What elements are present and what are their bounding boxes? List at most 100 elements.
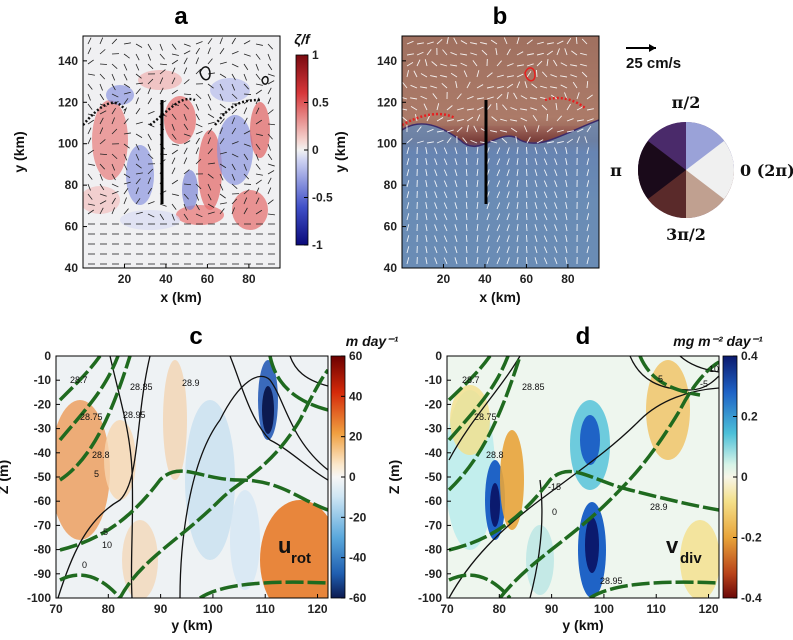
velocity-arrow — [171, 133, 177, 140]
contour-label: -15 — [548, 482, 561, 492]
phase-arrow — [525, 212, 528, 221]
phase-arrow — [420, 86, 428, 89]
velocity-arrow — [159, 87, 164, 95]
phase-arrow — [425, 235, 428, 243]
velocity-arrow — [207, 137, 211, 145]
velocity-arrow — [99, 49, 106, 55]
phase-arrow — [586, 224, 590, 232]
phase-arrow — [525, 157, 528, 166]
phase-arrow — [496, 202, 501, 210]
phase-arrow — [565, 158, 568, 166]
velocity-arrow — [135, 63, 140, 71]
velocity-arrow — [171, 193, 179, 196]
velocity-arrow — [255, 83, 263, 86]
phase-arrow — [436, 38, 443, 45]
colorbar-tick-label: -60 — [349, 591, 367, 605]
panel-c-colorbar-title: m day⁻¹ — [346, 333, 399, 349]
phase-arrow — [454, 246, 458, 254]
phase-arrow — [454, 224, 458, 232]
velocity-arrow — [135, 108, 141, 115]
velocity-arrow — [183, 67, 188, 75]
velocity-arrow — [99, 110, 107, 115]
velocity-arrow — [123, 173, 131, 178]
velocity-arrow — [219, 61, 227, 65]
phase-arrow — [543, 257, 548, 265]
velocity-arrow — [231, 183, 238, 189]
vorticity-blob — [198, 130, 222, 210]
velocity-arrow — [99, 83, 103, 91]
velocity-arrow — [207, 148, 213, 155]
velocity-arrow — [123, 197, 127, 205]
phase-arrow — [440, 63, 448, 67]
y-tick-label: -60 — [425, 494, 443, 508]
contour-label: 28.7 — [70, 375, 88, 385]
velocity-arrow — [123, 143, 130, 149]
phase-arrow — [446, 37, 449, 45]
velocity-arrow — [183, 157, 188, 165]
velocity-arrow — [243, 173, 250, 180]
wheel-label-top: π/2 — [672, 93, 701, 112]
colorbar-tick-label: 0 — [741, 470, 748, 484]
phase-arrow — [406, 224, 410, 232]
contour-label: 28.9 — [182, 378, 200, 388]
velocity-arrow — [183, 103, 189, 110]
velocity-arrow — [195, 137, 200, 145]
colorbar-tick-label: 0.4 — [741, 349, 758, 363]
velocity-arrow — [207, 58, 213, 65]
phase-arrow — [496, 246, 501, 254]
velocity-arrow — [183, 183, 192, 186]
phase-arrow — [516, 191, 519, 199]
phase-arrow — [526, 53, 534, 56]
phase-arrow — [476, 202, 479, 210]
velocity-arrow — [267, 170, 275, 175]
velocity-arrow — [171, 203, 177, 210]
phase-arrow — [546, 113, 548, 122]
phase-arrow — [565, 246, 568, 254]
velocity-arrow — [87, 173, 93, 180]
phase-arrow — [402, 82, 408, 89]
phase-arrow — [446, 137, 452, 144]
phase-arrow — [516, 169, 519, 177]
phase-arrow — [554, 224, 558, 232]
velocity-arrow — [231, 153, 239, 158]
velocity-arrow — [255, 197, 260, 205]
phase-arrow — [460, 53, 468, 56]
phase-arrow — [506, 180, 510, 188]
velocity-arrow — [243, 40, 251, 45]
phase-arrow — [454, 202, 458, 210]
phase-arrow — [426, 49, 432, 56]
velocity-arrow — [231, 207, 235, 215]
wheel-label-bottom: 3π/2 — [666, 225, 706, 244]
velocity-arrow — [159, 43, 163, 51]
phase-arrow — [510, 107, 518, 111]
x-tick-label: 60 — [201, 272, 215, 286]
phase-arrow — [434, 147, 438, 155]
velocity-arrow — [195, 57, 199, 65]
panel-c-field: 28.7 28.75 28.8 28.85 28.9 28.95 5 10 0 -5 — [56, 356, 328, 598]
phase-arrow — [443, 257, 448, 265]
phase-arrow — [442, 49, 448, 56]
phase-arrow — [466, 108, 474, 111]
phase-arrow — [496, 60, 502, 67]
velocity-arrow — [183, 123, 189, 131]
velocity-arrow — [123, 188, 129, 195]
velocity-arrow — [123, 42, 131, 45]
velocity-arrow — [183, 113, 187, 121]
phase-arrow — [546, 127, 553, 133]
panel-b-ylabel: y (km) — [332, 131, 348, 172]
phase-arrow — [450, 72, 458, 78]
velocity-arrow — [87, 127, 92, 135]
velocity-arrow — [111, 38, 118, 45]
panel-d-colorbar-title: mg m⁻² day⁻¹ — [673, 333, 763, 349]
phase-arrow — [520, 95, 528, 100]
panel-a-ylabel: y (km) — [11, 131, 27, 172]
velocity-arrow — [123, 181, 131, 185]
y-tick-label: -100 — [418, 591, 442, 605]
phase-arrow — [543, 246, 548, 254]
velocity-arrow — [267, 187, 272, 195]
x-tick-label: 80 — [102, 602, 116, 616]
phase-arrow — [565, 202, 568, 210]
phase-arrow — [534, 257, 538, 265]
velocity-arrow — [255, 209, 263, 215]
phase-arrow — [455, 81, 458, 89]
